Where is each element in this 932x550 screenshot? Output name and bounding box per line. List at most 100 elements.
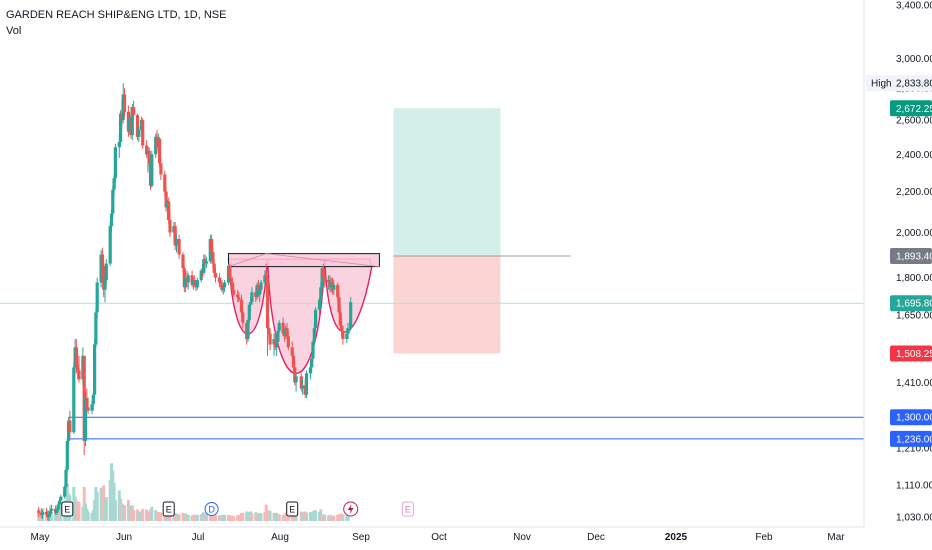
candle-body <box>332 284 336 290</box>
candle <box>102 261 106 298</box>
event-marker-e[interactable]: E <box>401 501 414 517</box>
event-marker-e[interactable]: E <box>286 501 299 517</box>
candle <box>150 150 154 188</box>
candle <box>314 307 318 331</box>
candle-body <box>86 407 90 411</box>
volume-bar <box>177 514 181 521</box>
candle <box>265 275 270 356</box>
candle-body <box>258 289 262 295</box>
volume-bar <box>132 510 136 521</box>
candle <box>213 268 218 283</box>
candle-body <box>294 376 298 383</box>
candle-body <box>132 107 136 116</box>
candle-body <box>41 512 45 515</box>
candle-body <box>263 275 267 283</box>
price-tick-label: 3,000.00 <box>896 54 932 65</box>
lightning-bolt <box>347 504 354 514</box>
candle-body <box>210 238 214 253</box>
event-marker-e[interactable]: E <box>162 501 175 517</box>
candle-body <box>163 174 167 192</box>
candle-body <box>237 297 241 300</box>
candle-body <box>44 512 49 515</box>
candle <box>164 187 168 212</box>
candle <box>37 506 41 517</box>
price-tag-bg <box>890 409 932 426</box>
volume-bar <box>223 514 227 521</box>
candle <box>258 287 262 303</box>
time-tick-label: Mar <box>827 532 845 543</box>
candle <box>177 234 181 260</box>
candle-body <box>37 510 41 513</box>
candle-body <box>323 277 327 283</box>
candle-body <box>265 277 270 329</box>
candle <box>311 339 315 362</box>
volume-bar <box>137 511 141 521</box>
price-tick-label: 1,800.00 <box>896 273 932 284</box>
volume-bar <box>301 512 305 521</box>
price-labels: High 2,833.80 2,672.25 1,893.40 1,695.80 1,50… <box>866 75 932 447</box>
candle <box>122 88 127 117</box>
candle <box>64 466 68 489</box>
candle-body <box>336 284 340 298</box>
lightning-icon[interactable] <box>343 501 359 517</box>
candle-body <box>212 263 216 273</box>
candle-body <box>211 252 215 264</box>
price-tag-value: 1,508.25 <box>896 349 932 360</box>
price-tag-value: 2,672.25 <box>896 104 932 115</box>
event-marker-e[interactable]: E <box>61 501 74 517</box>
event-marker-d[interactable]: D <box>204 502 219 516</box>
candle-body <box>213 272 218 278</box>
volume-bar <box>268 510 272 521</box>
candle-body <box>301 385 305 389</box>
candle <box>247 302 251 323</box>
candle <box>263 270 267 285</box>
time-tick-label: May <box>31 532 50 543</box>
candle-body <box>290 347 294 356</box>
candle-body <box>186 275 190 283</box>
candle <box>304 370 309 398</box>
price-tag-value: 1,893.40 <box>896 251 932 262</box>
candle-body <box>56 504 60 510</box>
volume-label: Vol <box>6 25 22 37</box>
candle <box>250 287 254 305</box>
marker-badge <box>204 502 219 516</box>
volume-bar <box>175 513 178 521</box>
candle-body <box>267 328 271 334</box>
candle-body <box>204 261 208 264</box>
candle-body <box>113 147 117 179</box>
price-tag-bg <box>890 430 932 447</box>
candle-body <box>230 282 234 290</box>
volume-bar <box>123 505 126 521</box>
price-tick-label: 2,200.00 <box>896 187 932 198</box>
candle-body <box>103 280 107 290</box>
price-tag-last: 1,695.80 <box>890 295 932 312</box>
candle <box>338 307 342 329</box>
volume-bar <box>50 512 54 521</box>
high-tag-bg <box>866 75 932 92</box>
candle-body <box>147 150 151 164</box>
volume-bar <box>186 514 190 521</box>
volume-bar <box>332 515 336 521</box>
candle-body <box>137 130 141 137</box>
time-tick-label: Aug <box>271 532 289 543</box>
volume-bar <box>77 501 81 521</box>
candle-body <box>168 219 172 233</box>
price-tag-value: 1,300.00 <box>896 413 932 424</box>
candle-body <box>64 469 68 487</box>
candle-body <box>291 355 296 368</box>
price-tag-bg <box>890 247 932 264</box>
candle <box>65 437 69 472</box>
candle-body <box>119 113 123 143</box>
candle-body <box>259 282 263 290</box>
candle-body <box>173 226 177 246</box>
candle-body <box>117 142 121 148</box>
price-tick-label: 1,410.00 <box>896 378 932 389</box>
cup-and-handle-pattern[interactable] <box>227 253 380 374</box>
candle <box>276 328 280 345</box>
candle <box>86 397 90 414</box>
candle-body <box>112 178 116 190</box>
candle-body <box>349 302 353 329</box>
time-axis: May Jun Jul Aug Sep Oct Nov Dec 2025 Feb Mar <box>0 526 864 543</box>
